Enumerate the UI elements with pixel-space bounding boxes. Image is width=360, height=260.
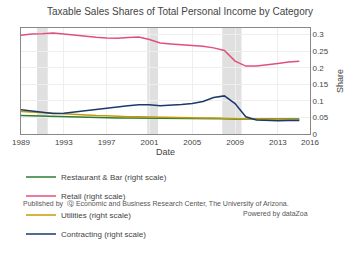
svg-text:0.2: 0.2 [313,64,325,73]
svg-text:0.25: 0.25 [313,47,329,56]
svg-text:2005: 2005 [183,138,201,147]
svg-text:1993: 1993 [55,138,73,147]
svg-text:0: 0 [313,130,318,139]
svg-text:Share: Share [335,69,345,93]
svg-text:Powered by dataZoa: Powered by dataZoa [243,210,308,218]
svg-text:Utilities (right scale): Utilities (right scale) [61,211,131,220]
svg-text:Taxable Sales Shares of Total: Taxable Sales Shares of Total Personal I… [47,6,313,17]
svg-text:0.05: 0.05 [313,113,329,122]
svg-text:0.3: 0.3 [313,30,325,39]
svg-text:Published by Ⓠ Economic and B: Published by Ⓠ Economic and Business Res… [23,200,289,208]
svg-text:2013: 2013 [269,138,287,147]
svg-text:2016: 2016 [301,138,319,147]
svg-text:Restaurant & Bar (right scale): Restaurant & Bar (right scale) [61,173,167,182]
svg-text:0.15: 0.15 [313,80,329,89]
svg-text:1997: 1997 [98,138,116,147]
svg-text:1989: 1989 [12,138,30,147]
svg-text:Date: Date [156,147,175,157]
svg-text:2001: 2001 [141,138,159,147]
svg-text:Contracting (right scale): Contracting (right scale) [61,230,146,239]
svg-text:2009: 2009 [226,138,244,147]
svg-text:Retail (right scale): Retail (right scale) [61,192,126,201]
svg-text:0.1: 0.1 [313,97,325,106]
